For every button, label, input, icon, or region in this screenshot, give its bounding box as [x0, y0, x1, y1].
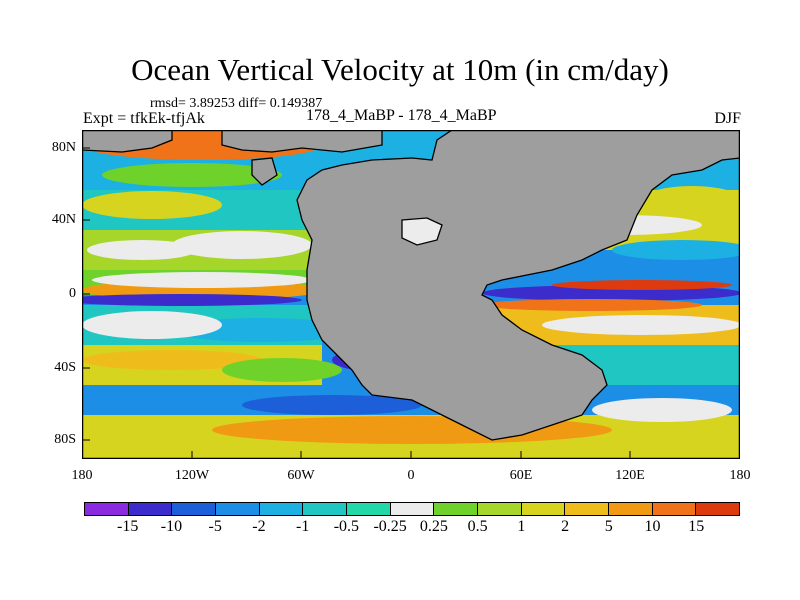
colorbar-label: 0.25 — [419, 518, 448, 535]
land-mass — [251, 157, 278, 186]
colorbar-label: -5 — [208, 518, 222, 535]
field-patch — [592, 398, 732, 422]
colorbar-swatch — [696, 503, 740, 515]
field-patch — [222, 358, 342, 382]
lon-label: 0 — [407, 468, 415, 483]
colorbar-label: 5 — [604, 518, 613, 535]
colorbar — [84, 502, 740, 516]
land-mass — [221, 130, 383, 153]
lon-label: 180 — [71, 468, 93, 483]
land-mass — [296, 130, 740, 441]
map-panel — [82, 130, 740, 459]
colorbar-label: -0.5 — [333, 518, 360, 535]
colorbar-label: -1 — [295, 518, 310, 535]
lat-label-80n: 80N — [51, 140, 76, 155]
colorbar-label: 0.5 — [467, 518, 488, 535]
colorbar-swatch — [303, 503, 348, 515]
field-patch — [172, 231, 312, 259]
experiment-label: Expt = tfkEk-tfjAk — [83, 110, 205, 127]
field-patch — [82, 350, 262, 370]
stats-label: rmsd= 3.89253 diff= 0.149387 — [150, 96, 323, 111]
lon-label: 120E — [615, 468, 645, 483]
field-patch — [612, 240, 740, 260]
field-patch — [642, 186, 740, 214]
colorbar-swatch — [347, 503, 391, 515]
colorbar-label: 2 — [561, 518, 570, 535]
colorbar-label: -10 — [160, 518, 183, 535]
land-mass — [82, 130, 173, 153]
field-patch — [82, 191, 222, 219]
colorbar-swatch — [652, 503, 697, 515]
colorbar-swatch — [128, 503, 173, 515]
lon-label: 60W — [287, 468, 315, 483]
colorbar-label: -2 — [252, 518, 266, 535]
colorbar-label: -15 — [117, 518, 139, 535]
field-patch — [92, 272, 312, 288]
field-patch — [82, 294, 302, 306]
field-patch — [82, 311, 222, 339]
ocean-velocity-map — [82, 130, 740, 459]
lon-label: 120W — [174, 468, 210, 483]
lake-patch — [401, 217, 443, 246]
colorbar-label: 10 — [644, 518, 661, 535]
colorbar-swatch — [478, 503, 522, 515]
field-patch — [552, 280, 732, 290]
colorbar-swatch — [259, 503, 304, 515]
map-ticks — [82, 147, 631, 459]
season-label: DJF — [714, 110, 741, 127]
colorbar-swatch — [565, 503, 610, 515]
map-title: Ocean Vertical Velocity at 10m (in cm/da… — [131, 52, 669, 87]
colorbar-label: 1 — [517, 518, 526, 535]
colorbar-swatch — [390, 503, 435, 515]
lat-label-40n: 40N — [51, 212, 76, 227]
lon-label: 60E — [509, 468, 533, 483]
lat-label-40s: 40S — [54, 360, 76, 375]
field-patch — [102, 163, 282, 187]
colorbar-swatch — [172, 503, 217, 515]
colorbar-swatch — [609, 503, 653, 515]
colorbar-label: 15 — [688, 518, 705, 535]
lat-label-80s: 80S — [54, 432, 76, 447]
colorbar-swatch — [521, 503, 566, 515]
land-mask — [82, 130, 740, 441]
colorbar-label: -0.25 — [373, 518, 407, 535]
colorbar-swatch — [85, 503, 129, 515]
field-patch — [87, 240, 197, 260]
lon-label: 180 — [729, 468, 751, 483]
colorbar-swatch — [216, 503, 260, 515]
lat-label-equator: 0 — [69, 286, 76, 301]
field-patch — [542, 315, 740, 335]
field-patch — [242, 395, 422, 415]
colorbar-swatch — [434, 503, 479, 515]
difference-label: 178_4_MaBP - 178_4_MaBP — [306, 107, 497, 124]
field-patch — [482, 299, 702, 311]
